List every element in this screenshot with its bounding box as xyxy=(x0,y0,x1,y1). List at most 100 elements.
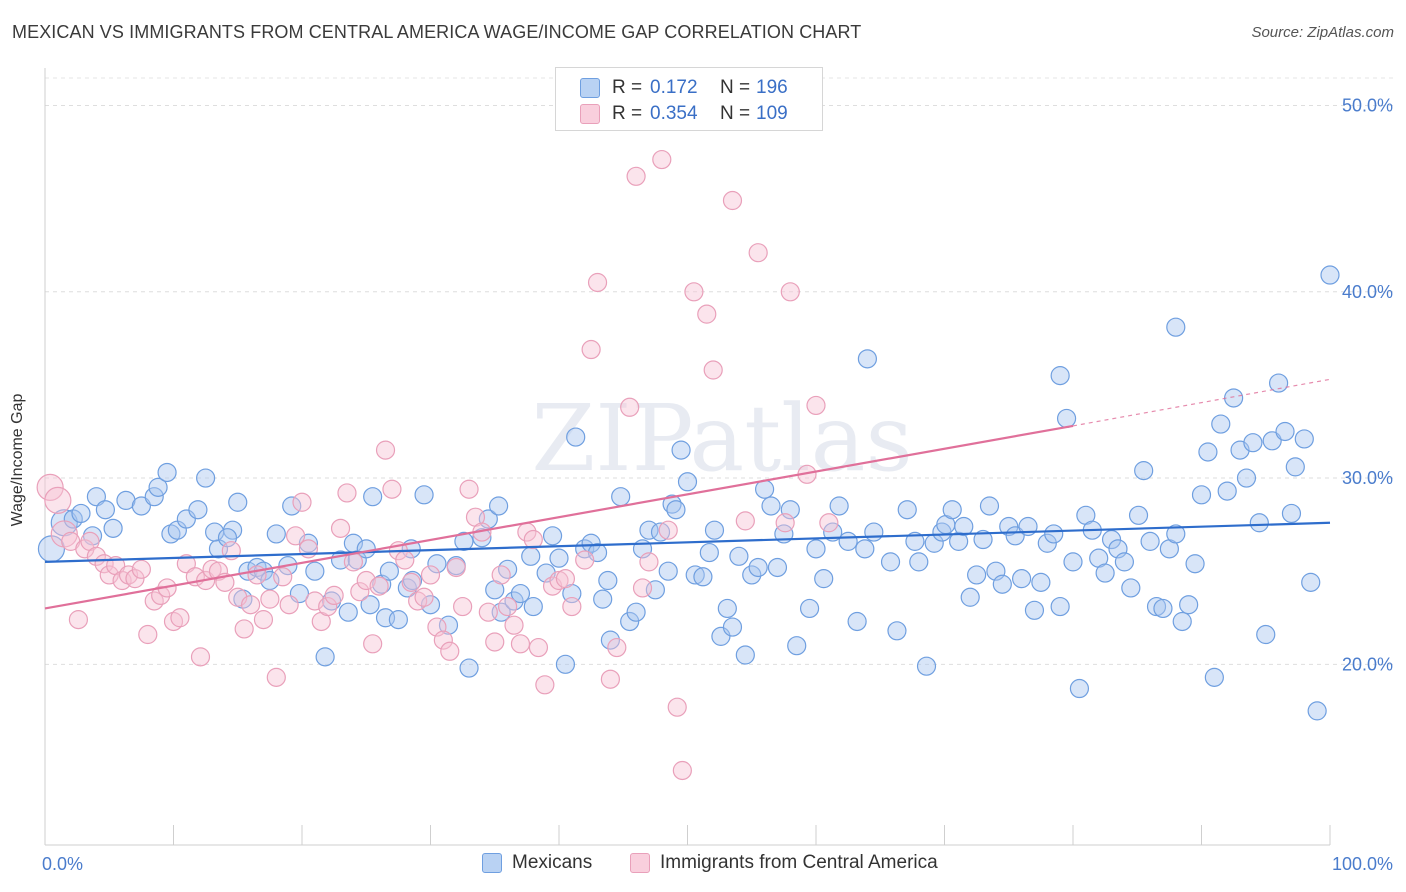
central-america-point xyxy=(446,557,466,578)
mexicans-point xyxy=(666,500,686,520)
mexicans-point xyxy=(942,500,962,520)
mexicans-point xyxy=(754,479,775,499)
mexicans-point xyxy=(523,596,543,617)
central-america-point xyxy=(151,585,171,606)
central-america-point xyxy=(684,282,704,302)
central-america-point xyxy=(36,473,64,501)
legend-swatch-mexicans xyxy=(580,78,600,98)
central-america-point xyxy=(292,492,312,512)
mexicans-point xyxy=(620,611,640,632)
mexicans-point xyxy=(315,647,335,667)
central-america-point xyxy=(266,667,286,687)
legend-n-label: N = xyxy=(720,103,751,124)
mexicans-point xyxy=(1140,531,1160,551)
mexicans-point xyxy=(521,546,541,566)
central-america-point xyxy=(632,578,653,598)
central-america-point xyxy=(667,697,687,717)
mexicans-point xyxy=(305,561,325,581)
central-america-point xyxy=(555,569,576,589)
mexicans-point xyxy=(1044,524,1064,544)
mexicans-point xyxy=(1275,421,1295,442)
mexicans-point xyxy=(228,492,248,512)
central-america-point xyxy=(652,149,672,170)
mexicans-point xyxy=(967,565,987,585)
mexicans-point xyxy=(1031,572,1051,592)
mexicans-point xyxy=(1217,481,1237,501)
central-america-point xyxy=(170,608,190,628)
legend-r-value: 0.354 xyxy=(650,103,698,124)
central-america-point xyxy=(575,550,595,570)
mexicans-point xyxy=(144,487,164,507)
mexicans-point xyxy=(916,656,937,676)
central-america-point xyxy=(626,166,646,186)
mexicans-point xyxy=(855,539,875,559)
mexicans-point xyxy=(814,569,834,589)
central-america-point xyxy=(498,596,518,617)
legend-swatch-central-america xyxy=(630,853,650,873)
central-america-trend-line xyxy=(44,424,1074,610)
central-america-point xyxy=(658,520,678,540)
mexicans-point xyxy=(1114,552,1135,572)
mexicans-point xyxy=(693,567,713,587)
mexicans-point xyxy=(1249,513,1269,533)
central-america-point xyxy=(703,360,723,380)
mexicans-point xyxy=(905,531,925,551)
mexicans-point xyxy=(360,595,380,615)
central-america-point xyxy=(562,596,582,617)
central-america-point xyxy=(401,572,421,592)
mexicans-point xyxy=(1320,265,1340,285)
y-tick-label: 30.0% xyxy=(1342,468,1393,488)
x-tick-label: 100.0% xyxy=(1332,854,1393,874)
trend-lines xyxy=(44,378,1331,610)
mexicans-point xyxy=(1307,701,1327,721)
central-america-point xyxy=(735,511,755,531)
mexicans-point xyxy=(1121,578,1141,598)
central-america-point xyxy=(600,669,621,689)
central-america-point xyxy=(433,630,453,650)
mexicans-point xyxy=(880,552,901,572)
mexicans-point xyxy=(960,587,980,607)
central-america-point xyxy=(478,602,498,622)
axes xyxy=(44,68,1331,846)
mexicans-point xyxy=(949,531,969,551)
central-america-point xyxy=(806,395,826,416)
mexicans-point xyxy=(626,602,646,622)
central-america-point xyxy=(44,486,72,515)
series-legend: Mexicans Immigrants from Central America xyxy=(0,852,1406,878)
mexicans-point xyxy=(472,528,492,548)
central-america-point xyxy=(780,282,800,302)
mexicans-point xyxy=(266,524,286,544)
central-america-point xyxy=(176,554,196,574)
central-america-point xyxy=(587,272,608,293)
mexicans-point xyxy=(887,621,907,641)
mexicans-point xyxy=(555,654,576,674)
central-america-point xyxy=(190,647,211,667)
mexicans-point xyxy=(454,531,474,551)
correlation-legend: R = 0.172 N = 196 R = 0.354 N = 109 xyxy=(555,67,823,131)
central-america-point xyxy=(581,339,601,360)
central-america-point xyxy=(639,552,659,572)
legend-label-mexicans: Mexicans xyxy=(512,852,593,873)
mexicans-point xyxy=(1024,600,1045,620)
central-america-point xyxy=(748,243,768,263)
mexicans-point xyxy=(611,487,631,507)
mexicans-point xyxy=(1063,552,1083,572)
mexicans-point xyxy=(282,496,302,516)
central-america-point xyxy=(510,634,531,654)
central-america-point xyxy=(722,190,743,211)
central-america-point xyxy=(369,576,389,596)
mexicans-point xyxy=(1285,457,1305,477)
central-america-point xyxy=(208,561,229,581)
mexicans-point xyxy=(992,574,1012,594)
legend-row-mexicans: R = 0.172 N = 196 xyxy=(580,76,788,100)
mexicans-point xyxy=(581,533,601,553)
mexicans-point xyxy=(157,462,177,483)
mexicans-point xyxy=(1268,373,1289,393)
legend-n-value: 196 xyxy=(756,77,788,98)
central-america-point xyxy=(285,526,306,546)
mexicans-point xyxy=(1050,596,1070,617)
mexicans-point xyxy=(979,496,1000,516)
central-america-point xyxy=(549,570,569,591)
central-america-point xyxy=(68,610,89,630)
mexicans-point xyxy=(95,500,115,520)
